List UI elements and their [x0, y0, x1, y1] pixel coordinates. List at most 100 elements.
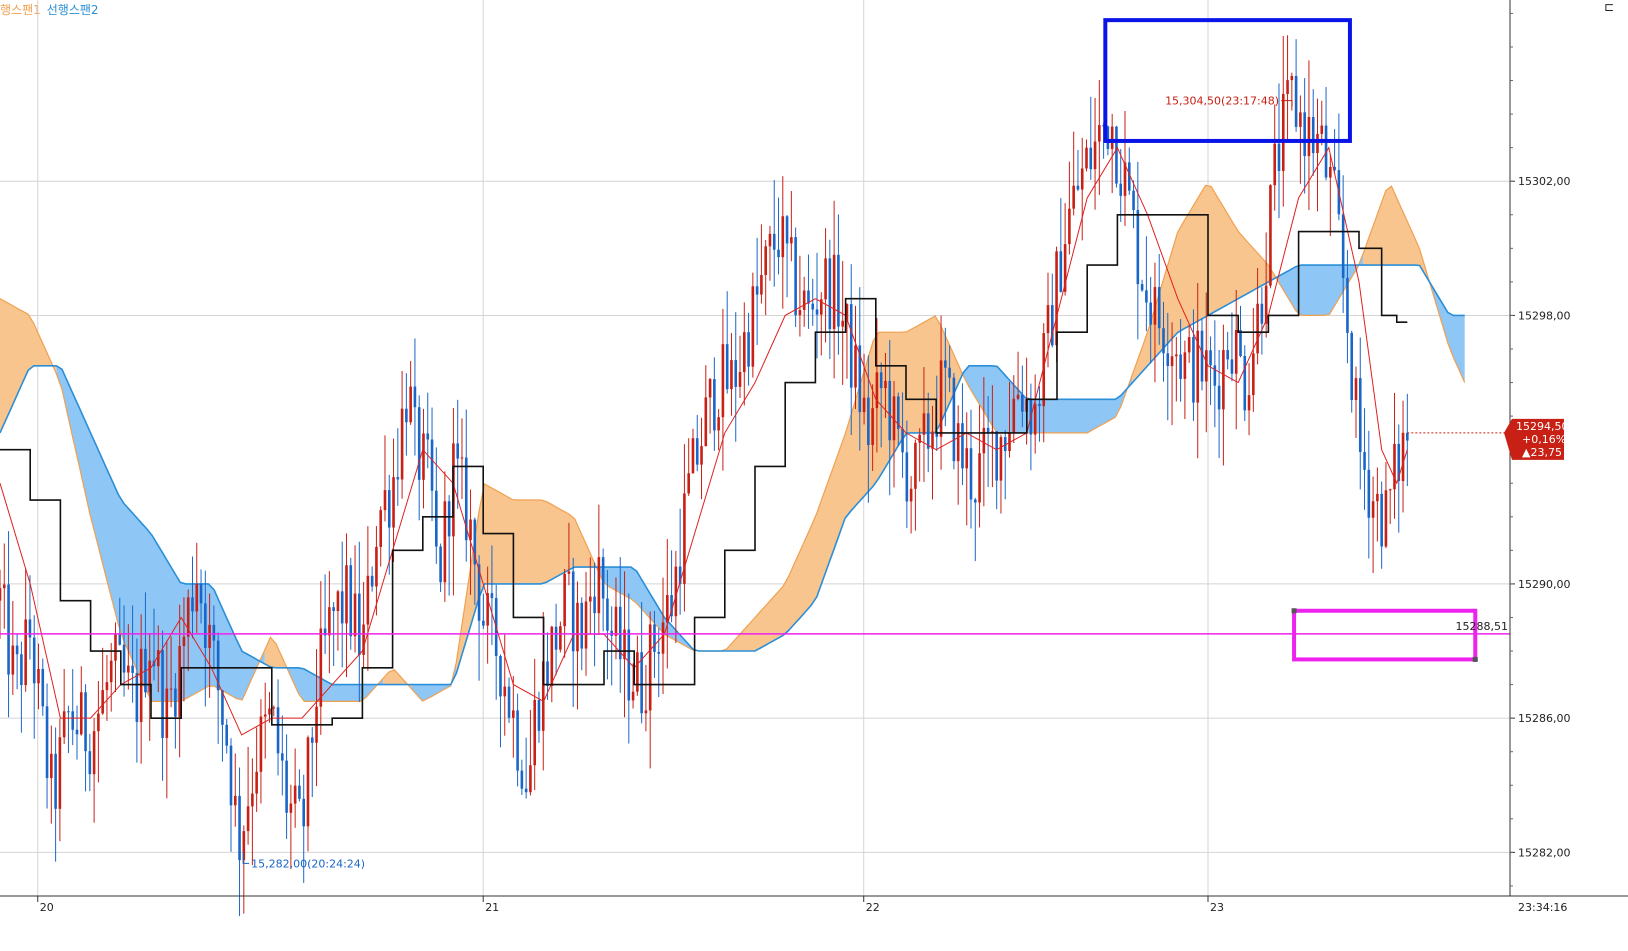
candle-body [1016, 394, 1020, 399]
candle-body [802, 290, 806, 310]
candle-body [1021, 394, 1024, 412]
candle-body [310, 737, 314, 743]
candle-body [1012, 398, 1016, 434]
candle-body [212, 624, 216, 641]
candle-body [332, 607, 335, 612]
candle-body [819, 299, 823, 315]
candle-body [182, 636, 186, 647]
candle-body [944, 360, 947, 368]
candle-body [768, 233, 772, 247]
candle-body [272, 707, 276, 709]
candle-body [482, 620, 485, 626]
candle-body [88, 751, 92, 775]
candle-body [24, 619, 27, 686]
candle-body [169, 688, 173, 690]
legend-span1: 행스팬1 [0, 3, 41, 17]
candle-body [961, 423, 964, 469]
candle-body [914, 442, 917, 489]
candle-body [289, 803, 293, 813]
candle-body [135, 672, 139, 722]
candle-body [67, 711, 70, 713]
candle-body [362, 624, 365, 655]
candle-body [1140, 284, 1144, 291]
menu-icon[interactable]: ⊏ [1604, 0, 1615, 14]
candle-body [1256, 303, 1259, 354]
candle-body [909, 488, 913, 502]
candle-body [156, 650, 160, 667]
candle-body [969, 448, 973, 500]
candle-body [580, 602, 584, 649]
candle-body [948, 367, 951, 378]
candle-body [879, 372, 883, 389]
candle-body [627, 629, 631, 701]
candle-body [174, 688, 177, 717]
candle-body [370, 575, 374, 587]
candle-body [11, 645, 15, 675]
candle-body [1003, 437, 1007, 452]
x-tick-label: 20 [40, 901, 54, 914]
y-tick-label: 15302,00 [1518, 175, 1571, 188]
candle-body [1239, 330, 1242, 356]
candle-body [469, 519, 472, 541]
candle-body [229, 745, 233, 806]
candle-body [246, 806, 250, 832]
candle-body [760, 274, 763, 295]
candle-body [165, 688, 169, 738]
candle-body [216, 640, 220, 691]
candle-body [546, 661, 549, 686]
indicator-legend: 행스팬1 선행스팬2 [0, 1, 105, 18]
candle-body [490, 593, 494, 599]
candle-body [1055, 251, 1058, 346]
candle-body [678, 566, 682, 584]
candle-body [1187, 337, 1191, 353]
candle-body [503, 686, 507, 697]
y-tick-label: 15286,00 [1518, 712, 1571, 725]
candle-body [400, 408, 404, 480]
overlays [0, 18, 1510, 864]
candle-body [28, 619, 32, 638]
candle-body [1149, 302, 1152, 325]
candle-body [263, 714, 267, 717]
legend-span2: 선행스팬2 [46, 3, 99, 17]
candle-body [618, 606, 622, 660]
candle-body [499, 656, 502, 697]
candle-body [670, 595, 673, 617]
candle-body [550, 626, 554, 686]
candle-body [892, 396, 896, 441]
candle-body [101, 690, 104, 714]
candle-body [131, 665, 134, 673]
candle-body [837, 254, 840, 327]
candle-body [896, 396, 900, 429]
candle-body [1273, 143, 1277, 186]
candle-body [238, 795, 241, 861]
candle-body [533, 699, 536, 766]
candle-body [653, 624, 656, 652]
candle-body [41, 668, 45, 707]
candle-body [435, 490, 438, 547]
current-price-change: ▲23,75 [1522, 446, 1562, 459]
candle-body [323, 628, 327, 636]
candle-body [1085, 147, 1088, 169]
current-price-value: 15294,50 [1516, 420, 1569, 433]
candle-body [1162, 328, 1165, 354]
candle-body [1303, 112, 1306, 157]
candle-body [92, 731, 96, 775]
candle-body [1046, 305, 1050, 334]
candle-body [644, 710, 648, 714]
candle-body [225, 724, 229, 746]
candle-body [1243, 355, 1247, 411]
candle-body [413, 386, 417, 408]
candle-body [255, 771, 258, 794]
candle-body [708, 379, 712, 398]
candle-body [730, 360, 733, 390]
candle-body [281, 753, 284, 761]
candle-body [251, 793, 254, 807]
candle-body [952, 377, 956, 462]
candle-body [1089, 147, 1093, 170]
candle-body [1341, 214, 1345, 278]
candle-body [1110, 126, 1114, 149]
candle-body [1063, 244, 1067, 292]
candle-body [1093, 141, 1097, 170]
candle-body [1213, 365, 1217, 386]
